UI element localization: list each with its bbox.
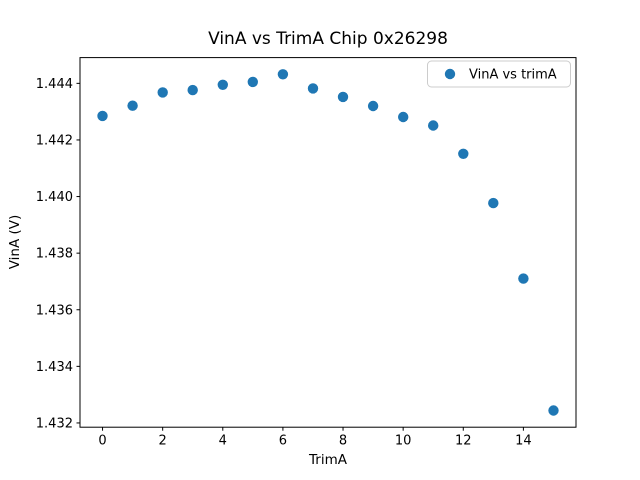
data-point	[217, 79, 228, 91]
data-point	[428, 120, 439, 131]
y-tick-label: 1.442	[36, 133, 73, 148]
y-axis-ticks: 1.432 1.434 1.436 1.438 1.440 1.442 1.444	[36, 77, 80, 431]
y-tick-label: 1.438	[36, 247, 73, 262]
data-point	[548, 405, 559, 416]
legend-box	[427, 60, 571, 88]
data-point	[458, 148, 469, 159]
y-tick-label: 1.434	[36, 360, 73, 375]
data-point	[307, 83, 319, 94]
data-point	[187, 84, 198, 96]
x-tick-label: 12	[455, 434, 472, 449]
chart-title: VinA vs TrimA Chip 0x26298	[208, 29, 448, 49]
x-tick-label: 8	[339, 434, 347, 449]
data-point	[97, 110, 108, 122]
data-point	[277, 69, 289, 80]
data-point	[157, 87, 168, 98]
data-point	[488, 197, 499, 209]
x-tick-label: 0	[98, 434, 106, 449]
x-axis-label: TrimA	[308, 452, 348, 468]
legend-label: VinA vs trimA	[469, 68, 557, 83]
data-point	[367, 100, 379, 112]
data-point	[398, 111, 409, 123]
x-axis-ticks: 0 2 4 6 8 10 12 14	[98, 427, 532, 449]
data-point	[247, 76, 258, 88]
plot-area	[79, 57, 577, 428]
x-tick-label: 4	[219, 434, 227, 449]
x-tick-label: 2	[159, 434, 167, 449]
x-tick-label: 10	[395, 434, 412, 449]
legend: VinA vs trimA	[427, 60, 571, 88]
y-tick-label: 1.440	[36, 190, 73, 205]
y-tick-label: 1.444	[36, 77, 73, 92]
data-point	[518, 273, 529, 284]
x-tick-label: 6	[279, 434, 287, 449]
y-tick-label: 1.432	[36, 416, 73, 431]
data-point	[127, 100, 138, 111]
x-tick-label: 14	[515, 434, 532, 449]
data-points	[97, 69, 559, 416]
legend-marker-icon	[444, 68, 456, 80]
y-tick-label: 1.436	[36, 303, 73, 318]
y-axis-label: VinA (V)	[7, 215, 23, 270]
data-point	[337, 91, 349, 103]
